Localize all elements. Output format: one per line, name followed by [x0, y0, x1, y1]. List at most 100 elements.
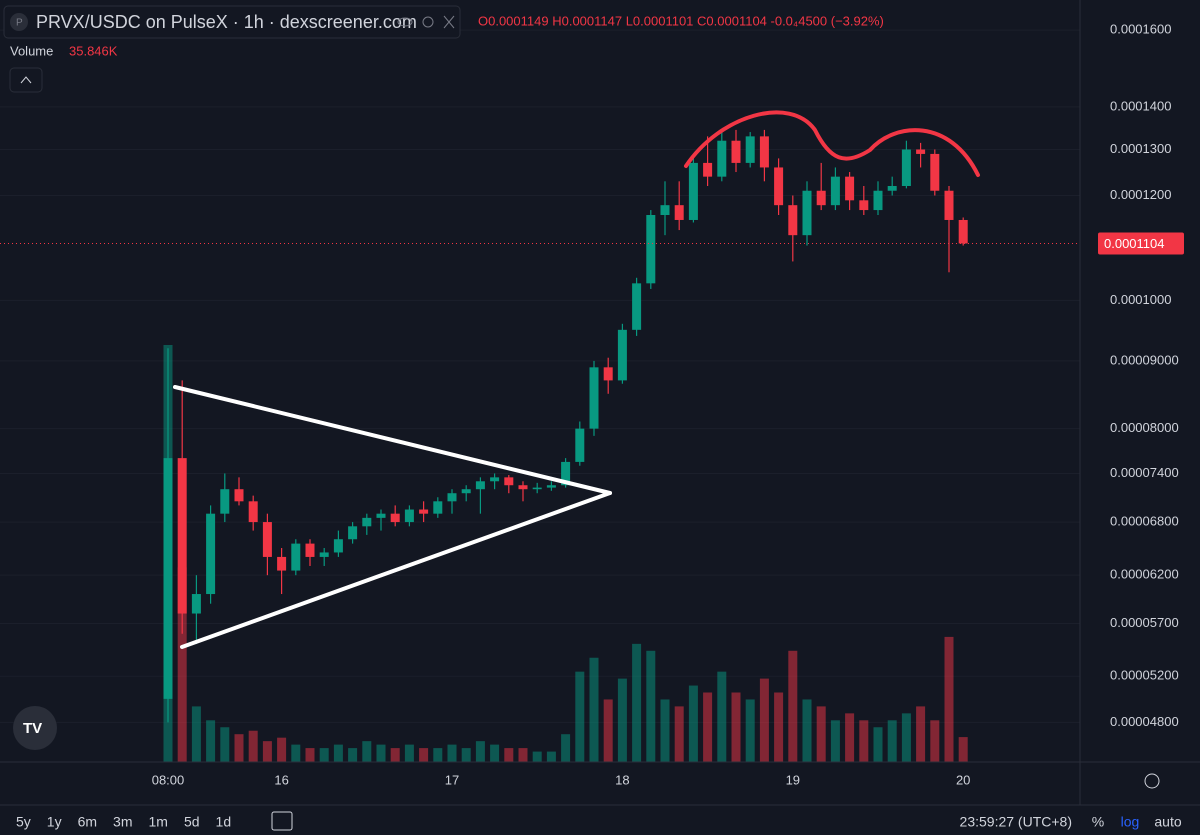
candle-body	[461, 489, 471, 494]
y-tick-label: 0.00004800	[1110, 714, 1179, 729]
candle-body	[220, 489, 230, 514]
volume-bar	[688, 685, 698, 762]
volume-bar	[461, 748, 471, 762]
volume-bar	[916, 706, 926, 762]
candle-body	[362, 517, 372, 527]
volume-bar	[930, 720, 940, 762]
volume-value: 35.846K	[69, 43, 118, 58]
volume-bar	[603, 699, 613, 762]
volume-bar	[376, 744, 386, 762]
candle-body	[532, 487, 542, 490]
volume-bar	[447, 744, 457, 762]
candle-body	[262, 522, 272, 557]
y-tick-label: 0.0001400	[1110, 98, 1171, 113]
range-button[interactable]: 1d	[216, 814, 232, 830]
volume-bar	[575, 671, 585, 762]
y-tick-label: 0.0001300	[1110, 141, 1171, 156]
volume-bar	[873, 727, 883, 762]
range-button[interactable]: 6m	[78, 814, 97, 830]
candle-body	[277, 556, 287, 571]
candle-body	[433, 501, 443, 514]
volume-bar	[234, 734, 244, 762]
tv-logo-text: TV	[23, 720, 42, 737]
volume-bar	[546, 751, 556, 762]
scale-option[interactable]: auto	[1154, 814, 1181, 830]
candle-body	[731, 140, 741, 163]
toolbar: 5y 1y 6m 3m 1m 5d 1d 23:59:27 (UTC+8)% log auto	[16, 814, 1182, 830]
candle-body	[944, 190, 954, 220]
volume-bar	[589, 657, 599, 762]
range-button[interactable]: 3m	[113, 814, 132, 830]
candle-body	[206, 513, 216, 595]
volume-bar	[518, 748, 528, 762]
tv-logo[interactable]	[13, 706, 57, 750]
eye-icon[interactable]	[397, 17, 413, 27]
title-icons[interactable]	[397, 15, 455, 29]
settings-icon[interactable]	[422, 16, 434, 28]
y-tick-label: 0.00005200	[1110, 668, 1179, 683]
volume-bar	[944, 636, 954, 762]
candle-body	[788, 205, 798, 236]
annotations	[173, 110, 980, 649]
candle-body	[674, 205, 684, 220]
candle-body	[901, 149, 911, 187]
last-price-box	[1098, 232, 1184, 255]
candle-body	[546, 485, 556, 488]
scale-option[interactable]: %	[1092, 814, 1104, 830]
candle-body	[603, 367, 613, 381]
triangle-lower	[180, 491, 612, 649]
y-tick-label: 0.00008000	[1110, 420, 1179, 435]
candle-body	[646, 214, 656, 284]
candles	[163, 129, 968, 723]
settings-button[interactable]	[1144, 773, 1160, 789]
calendar-button[interactable]	[271, 811, 293, 831]
collapse-button[interactable]	[9, 67, 43, 93]
candle-body	[632, 283, 642, 330]
volume-bar	[887, 720, 897, 762]
last-price-label: 0.0001104	[1104, 236, 1165, 251]
candle-body	[319, 552, 329, 557]
y-tick-label: 0.0001600	[1110, 22, 1171, 37]
y-tick-label: 0.00009000	[1110, 352, 1179, 367]
volume-bar	[348, 748, 358, 762]
scale-option[interactable]: log	[1121, 814, 1140, 830]
volume-bar	[816, 706, 826, 762]
candle-body	[191, 594, 201, 614]
volume-bar	[490, 744, 500, 762]
range-button[interactable]: 1m	[149, 814, 168, 830]
head-shoulders-arc	[684, 110, 980, 177]
range-button[interactable]: 5d	[184, 814, 200, 830]
volume-bar	[646, 650, 656, 762]
volume-bar	[703, 692, 713, 762]
candle-body	[490, 477, 500, 482]
candle-body	[802, 190, 812, 236]
volume-bar	[674, 706, 684, 762]
candle-body	[774, 167, 784, 206]
candle-body	[845, 176, 855, 201]
candle-body	[333, 539, 343, 553]
candle-body	[759, 136, 769, 168]
title-box	[3, 5, 461, 39]
volume-bar	[788, 650, 798, 762]
x-tick-label: 17	[445, 772, 459, 787]
range-button[interactable]: 1y	[47, 814, 62, 830]
volume-bar	[660, 699, 670, 762]
candle-body	[916, 149, 926, 154]
y-tick-label: 0.0001000	[1110, 292, 1171, 307]
candle-body	[745, 136, 755, 163]
candle-body	[390, 513, 400, 523]
collapse-icon[interactable]	[20, 76, 32, 84]
candle-body	[717, 140, 727, 177]
volume-bar	[958, 737, 968, 762]
range-button[interactable]: 5y	[16, 814, 31, 830]
candle-body	[475, 481, 485, 490]
logo-letter: P	[16, 18, 23, 29]
candle-body	[291, 543, 301, 571]
volume-bar	[305, 748, 315, 762]
y-tick-label: 0.00007400	[1110, 465, 1179, 480]
candle-body	[575, 428, 585, 462]
candle-body	[561, 461, 571, 486]
candle-body	[504, 477, 514, 486]
close-icon[interactable]	[443, 15, 455, 29]
candle-body	[419, 509, 429, 514]
